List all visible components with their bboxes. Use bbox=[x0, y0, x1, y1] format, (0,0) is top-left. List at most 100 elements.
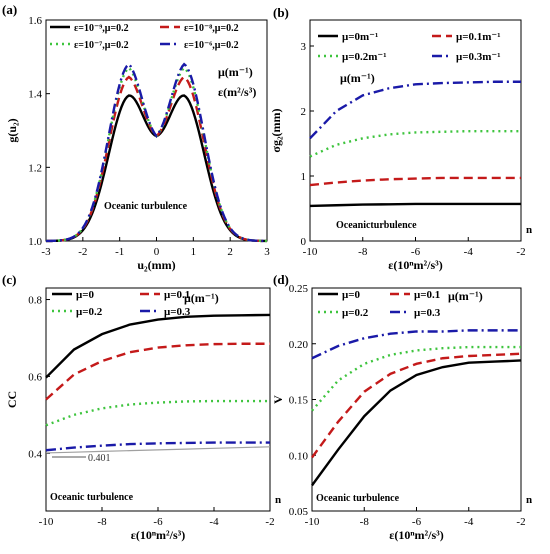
annotation-text: Oceanic turbulence bbox=[104, 201, 188, 212]
panel-label: (d) bbox=[273, 272, 289, 287]
y-tick-label: 1 bbox=[301, 171, 307, 183]
series-line-4 bbox=[46, 447, 270, 453]
y-tick-label: 0.8 bbox=[28, 295, 42, 307]
units-note: μ(m⁻¹) bbox=[340, 71, 375, 85]
series-line-0 bbox=[310, 204, 521, 206]
units-note: μ(m⁻¹) bbox=[184, 291, 219, 305]
panel-c: (c) -10 -8 -6 -4 -2 0.4 0.6 0.8 ε(10ⁿm²/s³) CC n μ=0… bbox=[2, 272, 281, 542]
x-tick-label: -4 bbox=[209, 516, 219, 528]
y-tick-label: 0.10 bbox=[289, 450, 309, 462]
x-tick-label: -2 bbox=[78, 246, 87, 258]
series-line-3 bbox=[46, 443, 270, 451]
legend-label: μ=0.3 bbox=[164, 306, 191, 318]
series-line-0 bbox=[46, 315, 270, 378]
series-group bbox=[312, 330, 521, 485]
x-tick-label: -4 bbox=[464, 246, 474, 258]
series-line-0 bbox=[46, 96, 267, 241]
legend-label: μ=0 bbox=[342, 289, 361, 301]
y-axis-label: CC bbox=[5, 391, 19, 408]
series-line-1 bbox=[46, 77, 267, 241]
legend-label: ε=10⁻⁶,μ=0.2 bbox=[184, 40, 239, 51]
x-axis-label: ε(10ⁿm²/s³) bbox=[388, 258, 443, 272]
x-axis-label: u₂(mm) bbox=[137, 258, 175, 272]
legend-label: μ=0.1 bbox=[414, 289, 440, 301]
y-tick-label: 1.4 bbox=[28, 89, 42, 101]
legend-label: μ=0.3 bbox=[414, 307, 441, 319]
legend-label: ε=10⁻⁸,μ=0.2 bbox=[184, 23, 239, 34]
x-tick-label: -8 bbox=[97, 516, 107, 528]
units-note: ε(m²/s³) bbox=[218, 85, 256, 99]
axis-suffix: n bbox=[526, 494, 532, 506]
x-tick-label: 1 bbox=[191, 246, 197, 258]
legend-label: ε=10⁻⁹,μ=0.2 bbox=[74, 23, 129, 34]
x-tick-label: -3 bbox=[41, 246, 51, 258]
x-tick-label: 0 bbox=[154, 246, 160, 258]
y-axis-label: V bbox=[271, 395, 285, 404]
x-tick-label: -8 bbox=[358, 246, 368, 258]
axis-suffix: n bbox=[275, 494, 281, 506]
x-tick-label: -2 bbox=[265, 516, 274, 528]
legend-label: μ=0.2 bbox=[76, 306, 103, 318]
callout-value: 0.401 bbox=[88, 453, 111, 464]
y-axis-label: g(u₂) bbox=[5, 118, 19, 142]
y-tick-label: 0.05 bbox=[289, 506, 309, 518]
axis-suffix: n bbox=[526, 224, 532, 236]
series-line-2 bbox=[46, 401, 270, 425]
y-tick-label: 1.2 bbox=[28, 162, 42, 174]
x-tick-label: 2 bbox=[227, 246, 233, 258]
y-tick-label: 0.4 bbox=[28, 448, 42, 460]
x-tick-label: -10 bbox=[39, 516, 54, 528]
panel-label: (b) bbox=[273, 5, 289, 20]
y-tick-label: 0.6 bbox=[28, 371, 42, 383]
x-axis-label: ε(10ⁿm²/s³) bbox=[389, 528, 444, 542]
panel-b: (b)-10-8-6-4-20123ε(10ⁿm²/s³)σg₂(mm)nμ=0… bbox=[269, 5, 532, 272]
y-axis-label: σg₂(mm) bbox=[269, 108, 283, 152]
x-tick-label: -6 bbox=[153, 516, 163, 528]
x-tick-label: -6 bbox=[412, 516, 422, 528]
annotation-text: Oceanic turbulence bbox=[50, 492, 134, 503]
series-line-0 bbox=[312, 360, 521, 485]
series-line-1 bbox=[310, 178, 521, 185]
panel-d: (d)-10-8-6-4-20.050.100.150.200.25ε(10ⁿm… bbox=[271, 272, 532, 542]
annotation-text: Oceanicturbulence bbox=[336, 220, 417, 231]
panel-label: (c) bbox=[2, 272, 16, 287]
plot-frame bbox=[312, 288, 521, 511]
units-note: μ(m⁻¹) bbox=[218, 65, 253, 79]
y-tick-label: 3 bbox=[301, 41, 307, 53]
series-line-1 bbox=[46, 344, 270, 400]
legend-label: ε=10⁻⁷,μ=0.2 bbox=[74, 40, 129, 51]
legend-label: μ=0.1m⁻¹ bbox=[456, 31, 501, 43]
x-tick-label: -6 bbox=[411, 246, 421, 258]
x-tick-label: -1 bbox=[115, 246, 124, 258]
legend: ε=10⁻⁹,μ=0.2 ε=10⁻⁸,μ=0.2 ε=10⁻⁷,μ=0.2 ε=10… bbox=[50, 23, 239, 51]
x-tick-label: -8 bbox=[360, 516, 370, 528]
x-tick-label: -2 bbox=[516, 516, 525, 528]
legend-label: μ=0 bbox=[76, 289, 95, 301]
y-tick-label: 0 bbox=[301, 236, 307, 248]
series-group bbox=[310, 82, 521, 206]
y-tick-label: 1.0 bbox=[28, 236, 42, 248]
legend-label: μ=0m⁻¹ bbox=[342, 31, 378, 43]
x-tick-label: -4 bbox=[464, 516, 474, 528]
series-line-3 bbox=[310, 82, 521, 139]
y-tick-label: 0.15 bbox=[289, 395, 309, 407]
legend-label: μ=0.3m⁻¹ bbox=[456, 51, 501, 63]
legend-label: μ=0.2m⁻¹ bbox=[342, 51, 387, 63]
panel-label: (a) bbox=[2, 2, 17, 17]
plot-frame bbox=[46, 288, 270, 511]
annotation-text: Oceanic turbulence bbox=[316, 493, 400, 504]
series-line-2 bbox=[312, 347, 521, 411]
series-group bbox=[46, 315, 270, 453]
x-tick-label: 3 bbox=[264, 246, 270, 258]
x-axis-label: ε(10ⁿm²/s³) bbox=[131, 528, 186, 542]
units-note: μ(m⁻¹) bbox=[448, 289, 483, 303]
y-tick-label: 0.25 bbox=[289, 283, 309, 295]
y-tick-label: 2 bbox=[301, 106, 307, 118]
series-line-2 bbox=[310, 131, 521, 156]
legend: μ=0m⁻¹ μ=0.1m⁻¹ μ=0.2m⁻¹ μ=0.3m⁻¹ bbox=[318, 31, 501, 63]
y-tick-label: 0.20 bbox=[289, 339, 309, 351]
